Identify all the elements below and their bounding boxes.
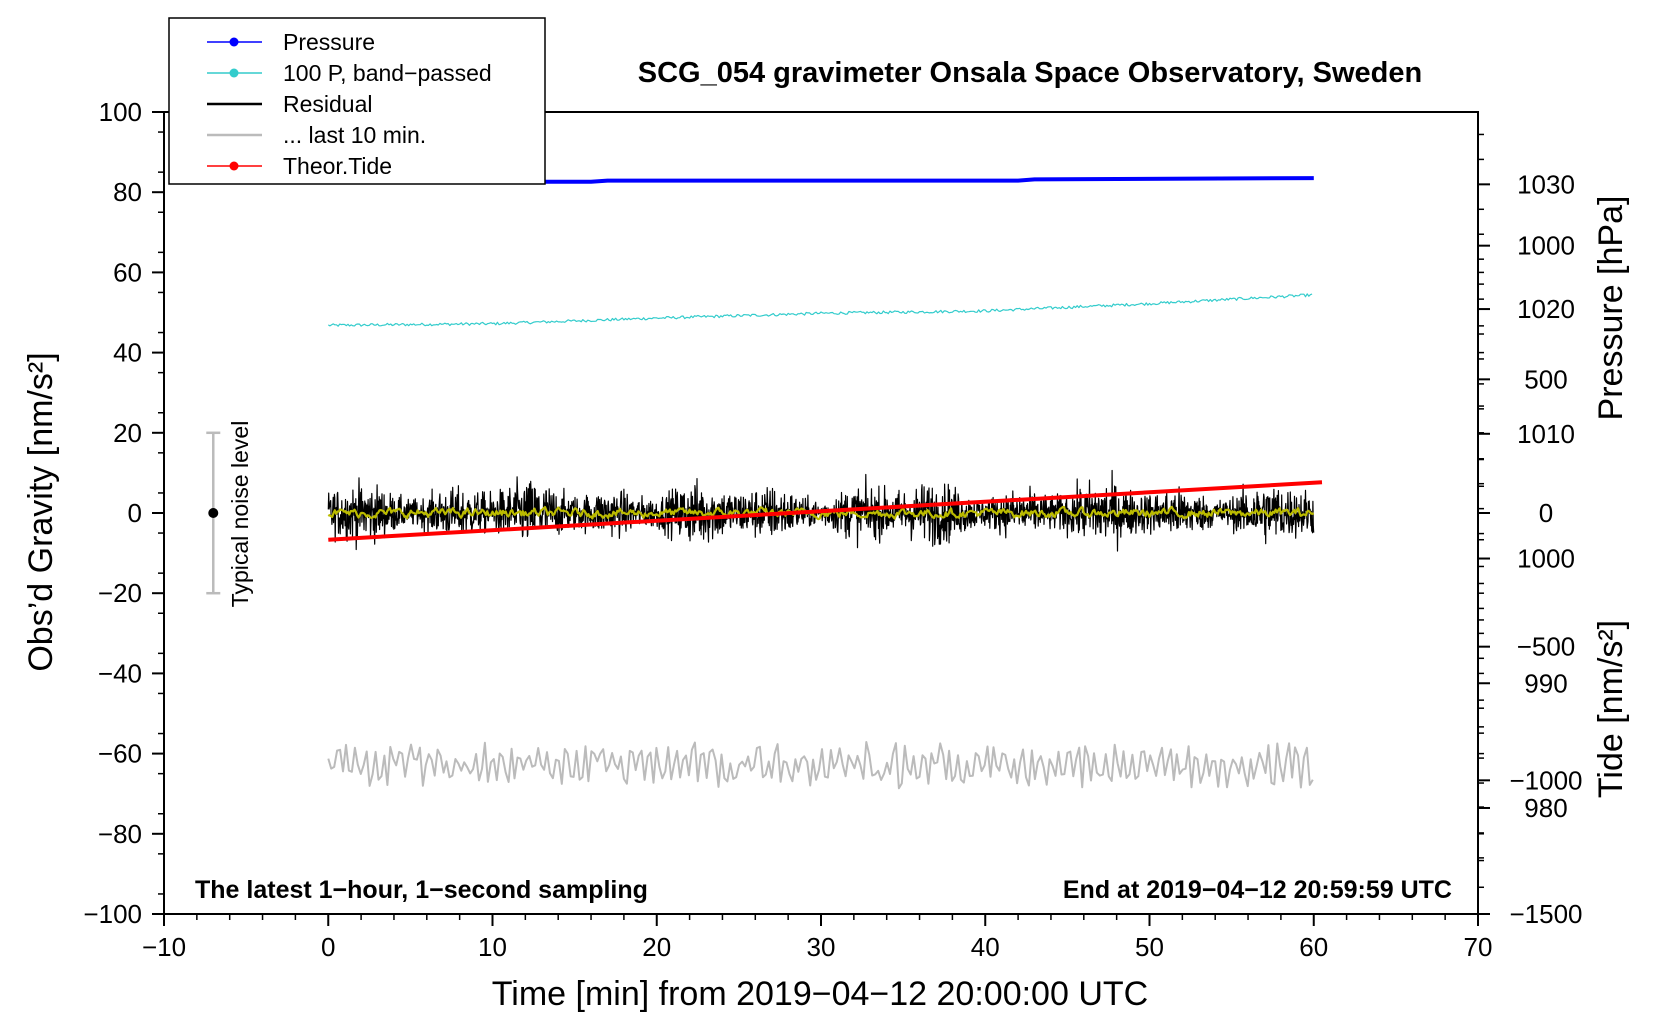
axes: −10 0 10 20 30 40 50 60 70−100−80−60−40−20020406…	[83, 97, 1582, 962]
legend-marker-pressure	[229, 37, 239, 47]
y-tick-label: 20	[113, 418, 142, 448]
series-residual-running-mean	[327, 505, 1315, 521]
pressure-tick-label: 1030	[1517, 169, 1575, 199]
tide-tick-label: −500	[1517, 632, 1576, 662]
chart-text: SCG_054 gravimeter Onsala Space Observat…	[22, 57, 1630, 1013]
legend-label-theor-tide: Theor.Tide	[283, 153, 392, 179]
pressure-tick-label: 1000	[1517, 544, 1575, 574]
tide-tick-label: −1000	[1509, 765, 1582, 795]
y-tick-label: −100	[83, 899, 142, 929]
chart-title: SCG_054 gravimeter Onsala Space Observat…	[638, 57, 1422, 89]
series-100-p-band-passed	[327, 293, 1313, 327]
y-axis-label-left: Obs’d Gravity [nm/s²]	[22, 352, 60, 671]
x-tick-label: 50	[1135, 932, 1164, 962]
series-last-10-min	[327, 741, 1314, 790]
legend-label-100-p-band-passed: 100 P, band−passed	[283, 60, 492, 86]
annotation-sampling: The latest 1−hour, 1−second sampling	[195, 876, 648, 904]
y-tick-label: 40	[113, 338, 142, 368]
legend-label-last-10-min: ... last 10 min.	[283, 122, 426, 148]
legend: Pressure 100 P, band−passed Residual ... la…	[168, 17, 546, 185]
x-tick-label: 70	[1464, 932, 1493, 962]
legend-marker-theor-tide	[229, 161, 239, 171]
plot-area	[206, 176, 1323, 790]
y-axis-label-tide: Tide [nm/s²]	[1592, 620, 1630, 798]
legend-marker-100-p-band-passed	[229, 68, 239, 78]
y-tick-label: 60	[113, 257, 142, 287]
x-axis-label: Time [min] from 2019−04−12 20:00:00 UTC	[492, 975, 1148, 1013]
x-tick-label: 40	[971, 932, 1000, 962]
y-tick-label: 80	[113, 177, 142, 207]
tide-tick-label: 1000	[1517, 231, 1575, 261]
tide-tick-label: 500	[1524, 364, 1567, 394]
noise-bar-center-point	[208, 508, 219, 518]
x-tick-label: 10	[478, 932, 507, 962]
x-tick-label: 30	[807, 932, 836, 962]
series-pressure	[328, 176, 1314, 184]
pressure-tick-label: 990	[1524, 668, 1567, 698]
x-tick-label: −10	[142, 932, 186, 962]
series-theor-tide	[328, 480, 1323, 542]
pressure-tick-label: 1020	[1517, 294, 1575, 324]
tide-tick-label: −1500	[1509, 899, 1582, 929]
y-tick-label: 0	[128, 498, 142, 528]
x-tick-label: 20	[642, 932, 671, 962]
legend-label-pressure: Pressure	[283, 29, 375, 55]
x-tick-label: 0	[321, 932, 335, 962]
tide-tick-label: 0	[1539, 498, 1553, 528]
y-tick-label: −20	[98, 578, 142, 608]
x-tick-label: 60	[1299, 932, 1328, 962]
pressure-tick-label: 980	[1524, 793, 1567, 823]
y-tick-label: −60	[98, 739, 142, 769]
y-tick-label: −80	[98, 819, 142, 849]
pressure-tick-label: 1010	[1517, 419, 1575, 449]
y-tick-label: 100	[99, 97, 142, 127]
y-axis-label-pressure: Pressure [hPa]	[1592, 196, 1630, 421]
legend-label-residual: Residual	[283, 91, 373, 117]
noise-level-label: Typical noise level	[227, 421, 253, 608]
annotation-end-time: End at 2019−04−12 20:59:59 UTC	[1063, 876, 1452, 904]
y-tick-label: −40	[98, 658, 142, 688]
